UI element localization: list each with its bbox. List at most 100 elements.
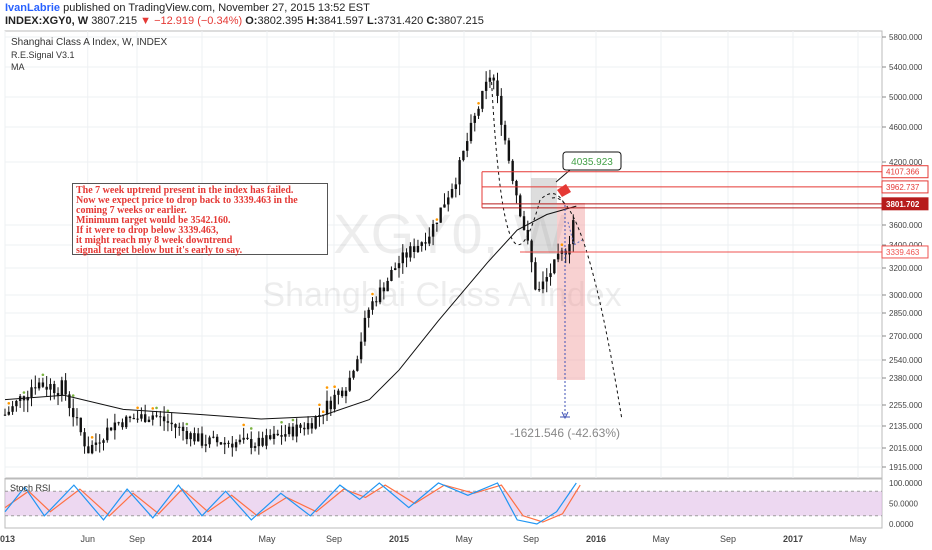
time-tick-label: Jun (80, 534, 95, 544)
candle-body (185, 430, 189, 440)
candle-body (174, 424, 177, 428)
candle-body (500, 95, 503, 125)
candle-body (132, 418, 136, 420)
candle-body (30, 387, 33, 397)
candle-body (253, 446, 257, 448)
level-label: 4107.366 (886, 168, 920, 177)
candle-body (212, 436, 215, 438)
candle-body (428, 236, 431, 244)
price-axis[interactable]: 5800.000 5400.000 5000.000 4600.000 4200.000… (882, 33, 923, 472)
candle-body (3, 414, 7, 416)
note-line: The 7 week uptrend present in the index … (76, 185, 294, 196)
candle-body (394, 268, 397, 271)
price-tick-label: 5000.000 (889, 93, 923, 102)
signal-dot (325, 386, 329, 389)
level-badge (881, 245, 929, 259)
candle-body (64, 380, 67, 395)
level-label: 3801.702 (886, 200, 920, 209)
signal-dot (435, 218, 439, 221)
candle-body (310, 423, 314, 429)
time-tick-label: May (456, 534, 474, 544)
candle-body (522, 216, 526, 230)
candle-body (295, 424, 298, 437)
chart-header: IvanLabrie published on TradingView.com,… (0, 0, 932, 30)
candle-body (223, 442, 226, 445)
price-tick-label: 2380.000 (889, 374, 923, 383)
signal-dot (249, 427, 253, 430)
candle-body (409, 246, 412, 258)
candle-body (106, 427, 109, 441)
candle-body (503, 124, 507, 141)
candle-body (431, 224, 435, 237)
signal-dot (185, 422, 189, 426)
candle-body (151, 415, 154, 420)
candle-body (397, 263, 401, 269)
candle-body (458, 160, 461, 185)
candle-body (378, 287, 382, 303)
projection-curve-right (551, 197, 623, 421)
candle-body (219, 442, 223, 445)
price-change: −12.919 (−0.34%) (154, 15, 243, 27)
stoch-title: Stoch RSI (10, 483, 51, 493)
candle-body (26, 396, 29, 401)
stoch-d-line (4, 484, 581, 523)
candle-body (170, 422, 173, 425)
candle-body (56, 393, 60, 396)
overlay-drawings: 4035.923 -1621.546 (-42.63%) (491, 81, 623, 440)
candle-body (507, 140, 511, 161)
stoch-tick-label: 0.0000 (889, 520, 914, 529)
candle-body (227, 442, 230, 444)
candle-body (340, 390, 344, 397)
candle-body (113, 422, 117, 431)
measure-arrow-icon (561, 411, 569, 420)
projection-curve-left (491, 81, 566, 246)
candle-body (424, 242, 427, 244)
time-tick-label: Sep (523, 534, 539, 544)
candle-body (136, 418, 139, 420)
candle-body (405, 252, 408, 258)
candle-body (234, 442, 238, 448)
candle-body (435, 222, 439, 225)
candle-body (318, 414, 321, 417)
candle-body (117, 422, 120, 424)
candle-body (98, 442, 101, 444)
candle-body (238, 439, 242, 443)
candle-body (71, 408, 75, 418)
candle-body (401, 252, 404, 264)
high-value: 3841.597 (318, 15, 364, 27)
signal-dot (321, 410, 325, 414)
candle-body (208, 437, 211, 445)
close-value: 3807.215 (437, 15, 484, 27)
candle-body (382, 287, 386, 292)
price-levels: 4107.366 3962.737 3801.702 3339.463 (481, 165, 929, 259)
open-value: 3802.395 (257, 15, 304, 27)
candle-body (496, 80, 499, 96)
time-tick-label: May (259, 534, 277, 544)
candle-body (147, 419, 151, 422)
candle-body (314, 416, 317, 429)
indicator-label-ma: MA (11, 62, 25, 72)
author-link[interactable]: IvanLabrie (5, 2, 61, 14)
open-label: O: (245, 15, 258, 27)
candle-body (477, 108, 480, 116)
level-badge (881, 180, 929, 194)
candle-body (344, 390, 348, 397)
candle-body (473, 115, 476, 123)
ohlc-line: INDEX:XGY0, W 3807.215 ▼ −12.919 (−0.34%… (5, 15, 484, 27)
note-line: If it were to drop below 3339.463, (76, 225, 219, 236)
signal-dot (166, 409, 170, 413)
candle-body (443, 204, 446, 208)
time-axis[interactable]: 2013 Jun Sep 2014 May Sep 2015 May Sep 2016 May Sep… (0, 534, 867, 544)
time-tick-label: 2015 (389, 534, 409, 544)
candle-body (412, 246, 416, 252)
candle-body (356, 359, 359, 371)
candle-body (166, 421, 170, 423)
moving-average (4, 205, 577, 420)
candle-body (121, 422, 124, 428)
candle-body (197, 433, 200, 442)
candle-body (462, 150, 465, 161)
projection-box (557, 203, 585, 380)
candle-body (257, 437, 261, 447)
candle-body (140, 414, 143, 419)
